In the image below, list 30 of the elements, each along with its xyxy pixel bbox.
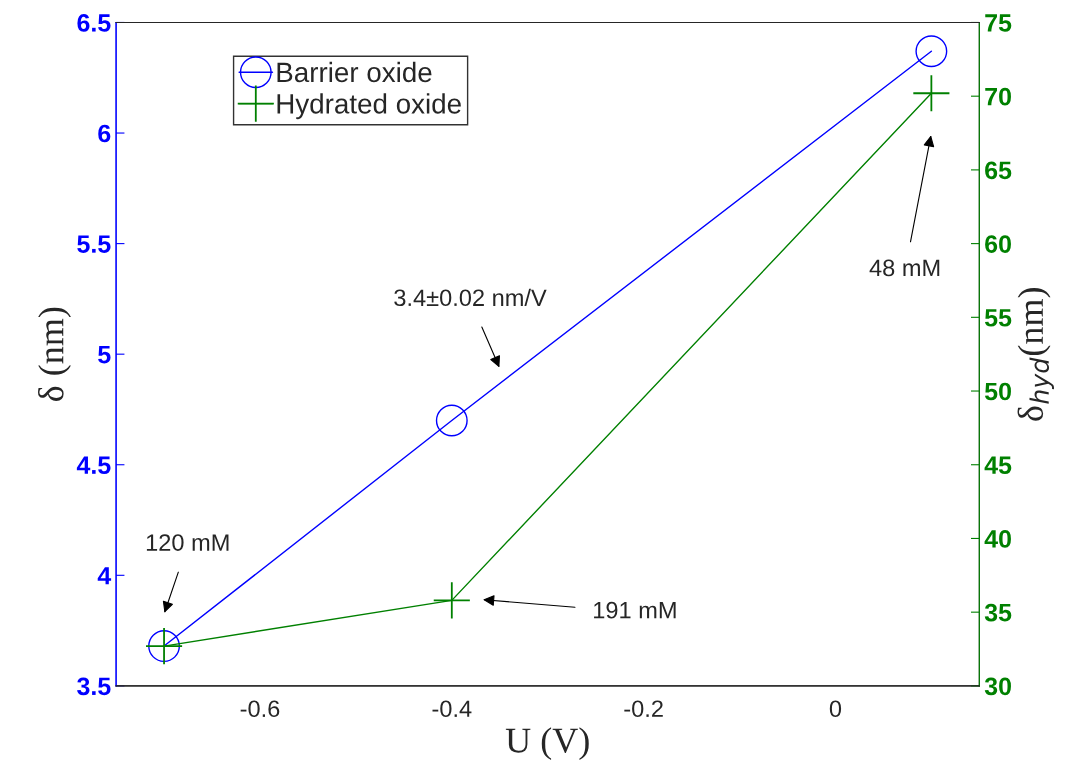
x-tick-label: -0.4: [432, 700, 472, 718]
y-tick-label: 4: [97, 567, 112, 585]
annotation: 48 mM: [869, 259, 940, 277]
y2-tick-label: 55: [984, 309, 1012, 327]
y-tick-label: 6: [98, 124, 111, 143]
annotation: 191 mM: [594, 601, 676, 619]
y2-tick-label: 30: [984, 677, 1011, 696]
x-axis-title: U (V): [505, 727, 589, 761]
x-tick-label: -0.6: [240, 700, 280, 718]
x-tick-label: 0: [829, 700, 842, 718]
y2-tick-label: 50: [984, 382, 1011, 401]
y-tick-label: 5.5: [77, 235, 111, 253]
annotation: 3.4±0.02 nm/V: [394, 288, 547, 307]
y-tick-label: 6.5: [77, 14, 111, 32]
y2-tick-label: 40: [984, 530, 1011, 548]
y2-tick-label: 45: [984, 456, 1012, 475]
x-tick-label: -0.2: [624, 700, 663, 718]
legend-label: Hydrated oxide: [277, 93, 461, 120]
legend-label: Barrier oxide: [277, 61, 432, 83]
y2-tick-label: 60: [985, 235, 1011, 253]
y-axis-title: δ (nm): [38, 307, 71, 401]
y-tick-label: 4.5: [76, 456, 111, 475]
y2-tick-label: 75: [985, 14, 1012, 32]
y2-tick-label: 65: [985, 161, 1012, 180]
annotation: 120 mM: [146, 534, 229, 551]
y-tick-label: 5: [98, 346, 111, 364]
y2-axis-title: δ$_{hyd}$(nm): [1017, 288, 1054, 421]
y-tick-label: 3.5: [77, 677, 111, 696]
y2-tick-label: 35: [984, 603, 1012, 622]
y2-tick-label: 70: [985, 87, 1011, 106]
